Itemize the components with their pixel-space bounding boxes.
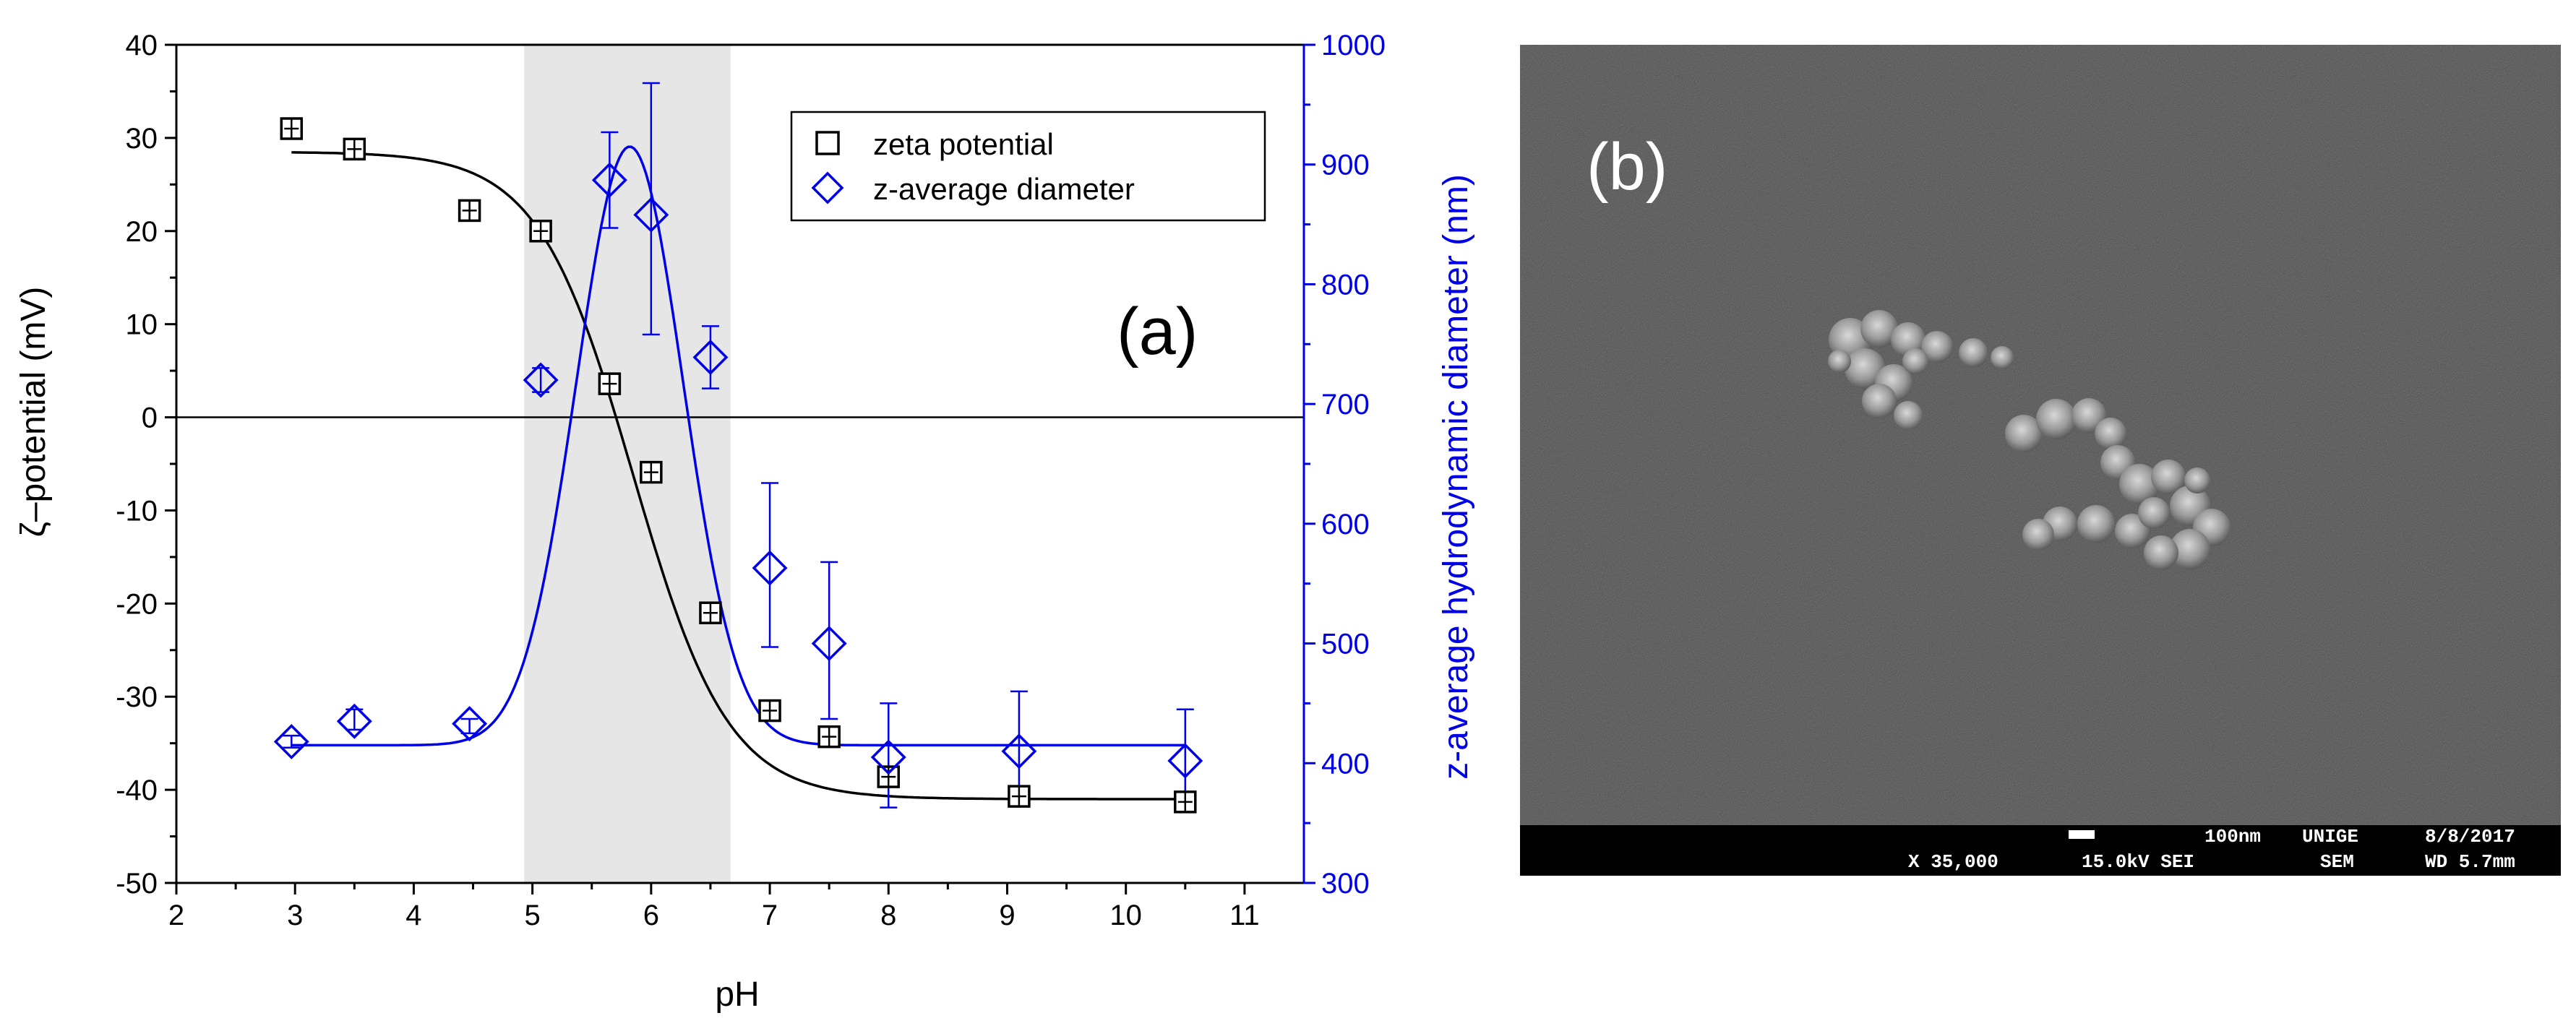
data-point-diameter [1167, 743, 1203, 779]
x-tick-label: 8 [880, 900, 896, 931]
data-point-zeta [343, 137, 366, 161]
aggregate-left [1828, 310, 2014, 430]
y2-tick-label: 300 [1321, 868, 1370, 900]
y-tick-label: 10 [126, 309, 158, 341]
y-tick-label: -20 [116, 588, 158, 620]
data-point-zeta [640, 460, 663, 484]
data-point-diameter [452, 706, 488, 742]
y-tick-label: 0 [142, 402, 158, 434]
data-point-zeta [1174, 790, 1197, 814]
sem-info-bar [1520, 825, 2561, 876]
legend-label-diameter: z-average diameter [873, 172, 1135, 206]
data-point-zeta [280, 117, 304, 140]
legend-marker-diameter [811, 171, 844, 204]
error-bar-diameter [460, 717, 478, 735]
data-point-zeta [817, 725, 841, 749]
panel-label-b: (b) [1587, 130, 1667, 204]
x-tick-label: 10 [1109, 900, 1142, 931]
scale-label: 100nm [2204, 826, 2261, 848]
fit-curves [291, 145, 1185, 801]
x-tick-label: 4 [405, 900, 421, 931]
error-bar-diameter [701, 325, 719, 389]
y-axis-title: ζ–potential (mV) [14, 287, 53, 538]
y2-axis-title: z-average hydrodynamic diameter (nm) [1437, 174, 1475, 780]
legend-label-zeta: zeta potential [873, 127, 1054, 161]
y-tick-label: 30 [126, 123, 158, 155]
data-point-diameter [273, 723, 309, 759]
data-point-diameter [752, 550, 788, 586]
legend-marker-zeta [815, 131, 840, 155]
y2-tick-label: 500 [1321, 629, 1370, 660]
chart-panel-a: 2 3 4 5 6 7 8 9 10 11 40 30 20 10 0 -10 -20 -30 -40 -50 1000… [14, 30, 1475, 1014]
error-bar-diameter [880, 702, 898, 809]
data-point-zeta [529, 220, 552, 243]
y-tick-label: -30 [116, 681, 158, 713]
y2-tick-label: 800 [1321, 269, 1370, 301]
mode-label: SEM [2320, 851, 2354, 873]
data-point-zeta [699, 601, 722, 624]
fit-curve-diameter [291, 145, 1185, 747]
y2-tick-label: 400 [1321, 748, 1370, 780]
x-tick-label: 9 [999, 900, 1015, 931]
panel-label-a: (a) [1117, 295, 1198, 368]
magnification-label: X 35,000 [1908, 851, 1998, 873]
x-tick-label: 11 [1229, 900, 1260, 931]
error-bar-diameter [283, 734, 301, 749]
y2-tick-label: 900 [1321, 150, 1370, 181]
y2-tick-label: 700 [1321, 389, 1370, 421]
legend: zeta potential z-average diameter [790, 111, 1266, 222]
error-bar-diameter [761, 482, 779, 648]
y-tick-label: -50 [116, 868, 158, 900]
data-point-zeta [598, 372, 622, 395]
sem-panel-b: (b) 100nm UNIGE 8/8/2017 X 35,000 15.0kV… [1520, 45, 2561, 876]
data-point-diameter [336, 703, 372, 739]
particle-aggregates [1828, 310, 2231, 570]
error-bar-diameter [820, 561, 838, 720]
shaded-ph-region [524, 45, 731, 883]
y-tick-label: 40 [126, 30, 158, 61]
data-point-diameter [1001, 733, 1037, 770]
legend-box [790, 111, 1266, 222]
x-tick-label: 2 [168, 900, 184, 931]
scale-bar [2069, 830, 2095, 839]
data-point-diameter [811, 626, 847, 662]
working-distance-label: WD 5.7mm [2425, 851, 2515, 873]
aggregate-right [2005, 398, 2231, 570]
data-point-zeta [1008, 785, 1031, 808]
data-point-diameter [591, 162, 627, 198]
institution-label: UNIGE [2302, 826, 2358, 848]
data-point-zeta [877, 765, 901, 788]
y-tick-label: -40 [116, 775, 158, 806]
data-point-diameter [633, 197, 669, 233]
data-point-diameter [523, 362, 559, 398]
x-axis-title: pH [715, 975, 759, 1014]
y2-tick-label: 1000 [1321, 30, 1386, 61]
x-tick-label: 7 [762, 900, 778, 931]
error-bar-diameter [532, 367, 550, 393]
data-point-zeta [458, 199, 481, 223]
data-markers [273, 117, 1203, 814]
data-point-zeta [758, 699, 781, 723]
x-tick-label: 6 [643, 900, 659, 931]
y-tick-label: -10 [116, 495, 158, 527]
x-tick-label: 3 [287, 900, 303, 931]
data-point-diameter [870, 739, 906, 775]
error-bars [283, 82, 1194, 809]
voltage-mode-label: 15.0kV SEI [2082, 851, 2194, 873]
y-tick-label: 20 [126, 216, 158, 248]
fit-curve-zeta [291, 151, 1185, 801]
y2-tick-label: 600 [1321, 509, 1370, 540]
x-tick-label: 5 [525, 900, 541, 931]
date-label: 8/8/2017 [2425, 826, 2515, 848]
error-bar-diameter [601, 131, 619, 229]
error-bar-diameter [642, 82, 660, 336]
data-point-diameter [692, 340, 729, 375]
axis-ticks: 2 3 4 5 6 7 8 9 10 11 40 30 20 10 0 -10 -20 -30 -40 -50 1000… [116, 30, 1386, 931]
